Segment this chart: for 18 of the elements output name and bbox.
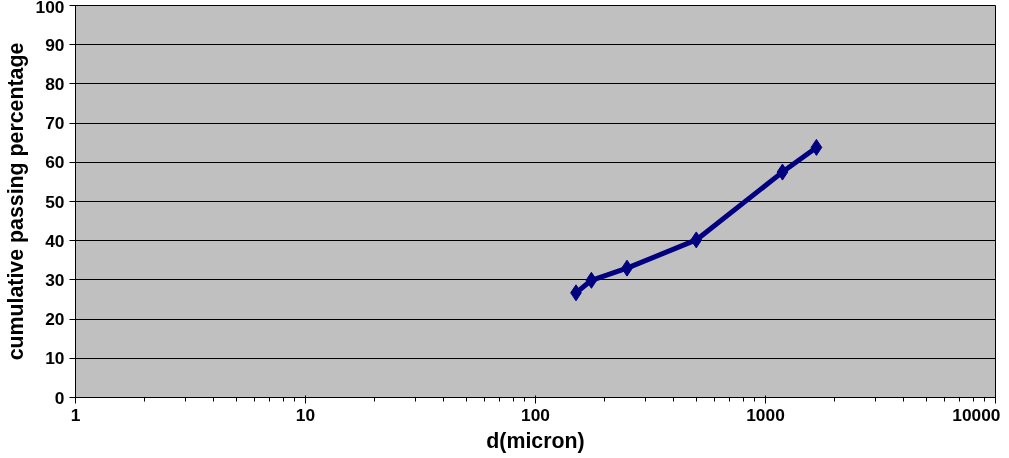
y-tick-label: 70 — [45, 113, 65, 134]
x-axis-title: d(micron) — [486, 428, 585, 453]
y-tick-label: 40 — [45, 230, 65, 251]
y-tick-label: 20 — [45, 309, 65, 330]
y-tick-label: 90 — [45, 34, 65, 55]
x-tick-label: 100 — [521, 404, 550, 425]
x-tick-label: 10000 — [952, 404, 1001, 425]
y-tick-label: 60 — [45, 152, 65, 173]
y-tick-label: 0 — [54, 387, 65, 408]
x-tick-label: 1000 — [746, 404, 785, 425]
y-axis-title: cumulative passing percentage — [3, 42, 28, 361]
y-tick-label: 100 — [35, 0, 65, 17]
x-tick-label: 10 — [295, 404, 316, 425]
y-tick-label: 80 — [45, 73, 65, 94]
y-tick-label: 50 — [45, 191, 65, 212]
x-tick-label: 1 — [70, 404, 81, 425]
y-tick-label: 30 — [45, 269, 65, 290]
y-tick-label: 10 — [45, 348, 65, 369]
